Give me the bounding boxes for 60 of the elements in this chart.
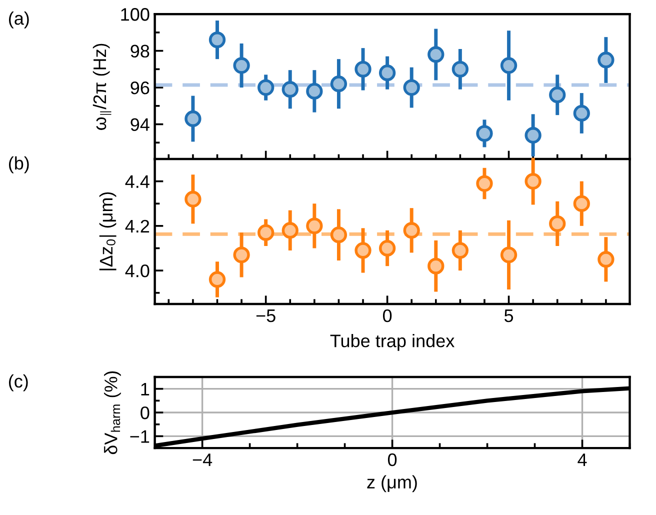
x-tick-label: 0 [388, 453, 397, 466]
point [306, 82, 323, 100]
y-tick-label: 100 [121, 8, 150, 21]
y-tick-label: −1 [130, 430, 150, 443]
point [306, 218, 323, 234]
x-tick-label: −5 [256, 310, 276, 322]
point [598, 251, 614, 268]
y-tick-label: 4.0 [125, 264, 150, 278]
point [208, 31, 226, 48]
point [330, 76, 348, 92]
point [524, 126, 542, 144]
point [258, 224, 274, 241]
y-axis-title: ω$_{∥}$/2π (Hz) [92, 44, 112, 130]
point [452, 242, 469, 259]
point [476, 175, 493, 192]
point [184, 190, 202, 208]
y-tick-label: 98 [130, 44, 150, 58]
text: (c) [8, 374, 28, 392]
point [282, 81, 298, 98]
y-tick-label: 96 [130, 81, 150, 94]
point [500, 57, 518, 74]
point [233, 57, 250, 74]
point [403, 222, 420, 239]
x-tick-label: 5 [504, 310, 514, 322]
y-axis-title: |Δz$_{0}$| (μm) [99, 192, 116, 270]
point [598, 52, 614, 68]
point [524, 172, 542, 190]
point [549, 215, 566, 232]
y-tick-label: 94 [130, 118, 150, 131]
x-axis-title: Tube trap index [330, 334, 454, 351]
point [378, 64, 396, 82]
point [573, 195, 590, 212]
y-tick-label: 4.4 [125, 175, 150, 188]
y-tick-label: 0 [140, 406, 150, 420]
point [233, 246, 250, 264]
point [428, 258, 444, 274]
x-tick-label: −4 [192, 454, 212, 466]
point [184, 110, 202, 128]
x-axis-title: z (μm) [367, 475, 417, 492]
point [549, 86, 566, 104]
point [452, 60, 469, 78]
y-tick-label: 4.2 [125, 220, 150, 232]
point [476, 125, 493, 142]
point [500, 246, 518, 264]
point [258, 79, 274, 96]
y-tick-label: 1 [141, 382, 150, 396]
x-tick-label: 4 [578, 454, 587, 466]
point [354, 242, 372, 259]
text: (b) [8, 156, 29, 174]
point [403, 79, 420, 96]
text: (a) [8, 12, 29, 28]
x-tick-label: 0 [382, 309, 392, 322]
point [428, 46, 444, 63]
point [208, 271, 226, 288]
point [378, 240, 396, 257]
point [354, 60, 372, 78]
point [282, 222, 298, 239]
point [330, 226, 348, 244]
point [573, 104, 590, 122]
y-axis-title: δV$_{harm}$ (%) [104, 371, 121, 454]
